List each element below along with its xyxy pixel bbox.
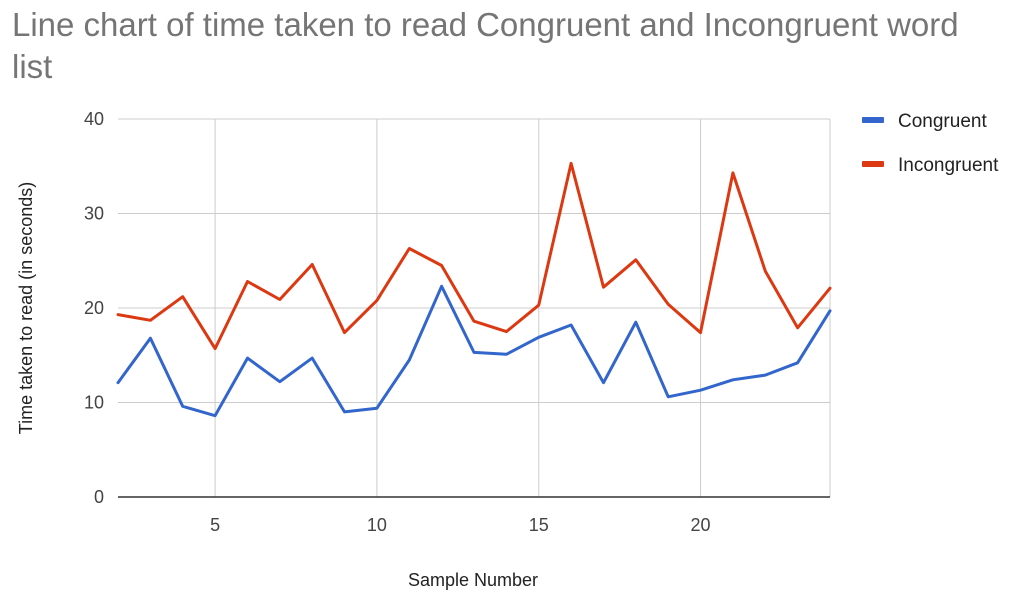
legend-label-incongruent: Incongruent <box>898 155 999 176</box>
y-tick-label-20: 20 <box>84 298 104 318</box>
y-tick-label-40: 40 <box>84 109 104 129</box>
tick-labels: 0 10 20 30 40 5 10 15 20 <box>84 109 711 535</box>
x-tick-label-15: 15 <box>529 515 549 535</box>
series-line-congruent[interactable] <box>116 284 832 418</box>
legend-swatch-congruent <box>862 117 884 123</box>
x-tick-label-5: 5 <box>210 515 220 535</box>
chart-title: Line chart of time taken to read Congrue… <box>12 6 959 85</box>
y-tick-label-0: 0 <box>94 487 104 507</box>
legend: Congruent Incongruent <box>862 111 999 176</box>
x-axis-title: Sample Number <box>408 570 538 590</box>
series-lines <box>116 161 832 418</box>
x-tick-label-20: 20 <box>691 515 711 535</box>
y-axis-title: Time taken to read (in seconds) <box>16 182 36 434</box>
gridlines <box>118 118 831 497</box>
x-tick-label-10: 10 <box>367 515 387 535</box>
y-tick-label-10: 10 <box>84 393 104 413</box>
y-tick-label-30: 30 <box>84 204 104 224</box>
legend-item-congruent[interactable]: Congruent <box>862 111 987 132</box>
legend-item-incongruent[interactable]: Incongruent <box>862 155 999 176</box>
series-line-incongruent[interactable] <box>116 161 832 351</box>
legend-swatch-incongruent <box>862 161 884 167</box>
legend-label-congruent: Congruent <box>898 111 987 132</box>
